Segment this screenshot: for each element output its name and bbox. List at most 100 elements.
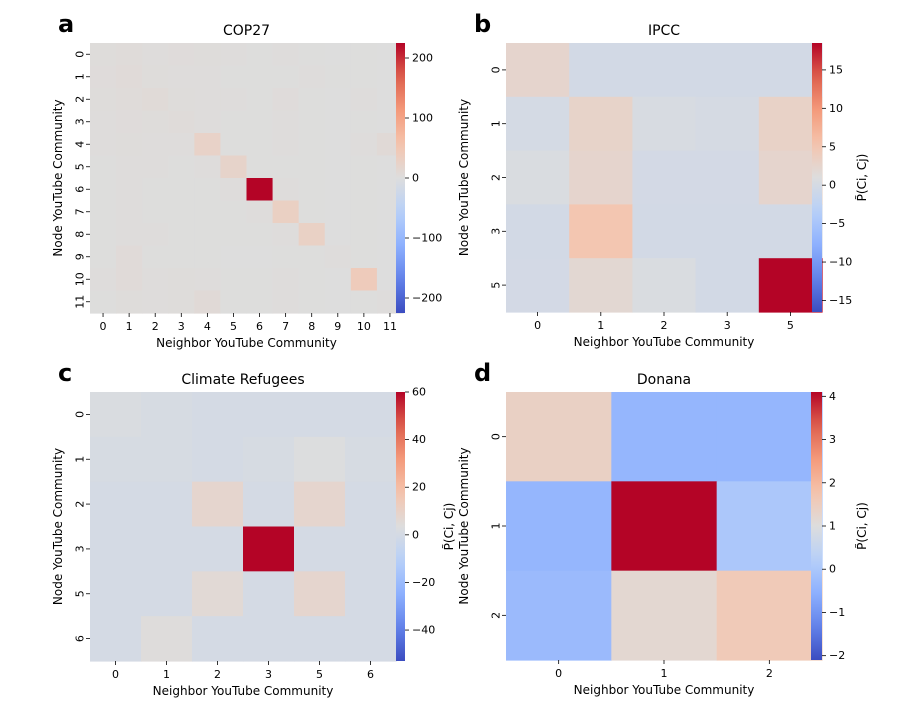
heatmap-cell-r6-c6 xyxy=(246,178,274,202)
heatmap-cell-r5-c6 xyxy=(345,571,397,617)
heatmap-cell-r6-c10 xyxy=(350,178,378,202)
heatmap-cell-r0-c1 xyxy=(569,43,633,98)
colorbar-tick-label: 15 xyxy=(829,63,843,76)
heatmap-cell-r3-c1 xyxy=(116,110,143,134)
heatmap-cell-r3-c2 xyxy=(142,110,169,134)
heatmap-cell-r1-c0 xyxy=(506,96,570,152)
heatmap-cells xyxy=(506,392,823,661)
heatmap-cell-r1-c0 xyxy=(90,65,117,89)
heatmap-cell-r5-c1 xyxy=(569,258,633,313)
heatmap-cell-r6-c5 xyxy=(220,178,248,202)
x-tick-label: 8 xyxy=(308,320,315,333)
x-tick-label: 3 xyxy=(265,668,272,681)
heatmap-cell-r10-c2 xyxy=(142,268,169,292)
heatmap-cell-r1-c7 xyxy=(272,65,300,89)
heatmap-cell-r6-c8 xyxy=(298,178,326,202)
y-tick-label: 1 xyxy=(74,73,87,80)
heatmap-cell-r3-c3 xyxy=(243,526,295,572)
heatmap-cell-r2-c5 xyxy=(220,88,248,112)
y-tick-label: 0 xyxy=(74,411,87,418)
colorbar-tick-label: 4 xyxy=(829,390,836,403)
heatmap-cell-r3-c7 xyxy=(272,110,300,134)
heatmap-cell-r0-c2 xyxy=(716,392,823,482)
heatmap-cell-r3-c0 xyxy=(90,110,117,134)
heatmap-cell-r7-c4 xyxy=(194,200,222,224)
heatmap-cell-r1-c2 xyxy=(142,65,169,89)
heatmap-cell-r1-c1 xyxy=(611,481,718,572)
colorbar-tick-label: −1 xyxy=(829,606,845,619)
y-tick-label: 0 xyxy=(490,66,503,73)
heatmap-cell-r1-c5 xyxy=(758,96,823,152)
heatmap-cell-r6-c5 xyxy=(294,616,346,662)
heatmap-cell-r1-c10 xyxy=(350,65,378,89)
x-tick-label: 11 xyxy=(383,320,397,333)
heatmap-cell-r2-c5 xyxy=(758,150,823,205)
heatmap-cell-r1-c1 xyxy=(569,96,633,152)
heatmap-cell-r5-c0 xyxy=(90,571,142,617)
heatmap-cell-r0-c1 xyxy=(611,392,718,482)
heatmap-cell-r9-c0 xyxy=(90,245,117,269)
y-tick-label: 3 xyxy=(74,545,87,552)
heatmap-cell-r0-c9 xyxy=(324,43,352,67)
heatmap-cell-r11-c9 xyxy=(324,290,352,314)
heatmap-cell-r0-c3 xyxy=(168,43,195,67)
heatmap-cell-r3-c3 xyxy=(168,110,195,134)
colorbar-tick-label: 2 xyxy=(829,476,836,489)
colorbar-tick-label: 0 xyxy=(829,563,836,576)
y-tick-label: 1 xyxy=(490,523,503,530)
heatmap-cell-r10-c9 xyxy=(324,268,352,292)
heatmap-cell-r5-c10 xyxy=(350,155,378,179)
heatmap-cell-r11-c10 xyxy=(350,290,378,314)
heatmap-cell-r6-c0 xyxy=(90,616,142,662)
y-tick-label: 2 xyxy=(490,612,503,619)
heatmap-cell-r4-c0 xyxy=(90,133,117,157)
heatmap-cell-r0-c6 xyxy=(345,392,397,438)
heatmap-cell-r3-c6 xyxy=(246,110,274,134)
heatmap-cell-r2-c9 xyxy=(324,88,352,112)
heatmap-cell-r0-c4 xyxy=(194,43,222,67)
heatmap-cell-r3-c2 xyxy=(192,526,244,572)
heatmap-cell-r0-c5 xyxy=(220,43,248,67)
heatmap-cell-r2-c1 xyxy=(116,88,143,112)
heatmap-cell-r11-c1 xyxy=(116,290,143,314)
heatmap-cell-r1-c6 xyxy=(345,436,397,483)
heatmap-cell-r11-c6 xyxy=(246,290,274,314)
heatmap-cell-r10-c0 xyxy=(90,268,117,292)
heatmap-cell-r7-c6 xyxy=(246,200,274,224)
heatmap-cell-r2-c4 xyxy=(194,88,222,112)
panel-title: Climate Refugees xyxy=(181,372,304,388)
heatmap-cell-r6-c6 xyxy=(345,616,397,662)
x-tick-label: 4 xyxy=(204,320,211,333)
x-tick-label: 6 xyxy=(367,668,374,681)
heatmap-cell-r2-c0 xyxy=(506,150,570,205)
heatmap-cell-r7-c5 xyxy=(220,200,248,224)
heatmap-cell-r2-c10 xyxy=(350,88,378,112)
heatmap-cell-r9-c7 xyxy=(272,245,300,269)
heatmap-cell-r4-c6 xyxy=(246,133,274,157)
heatmap-cell-r10-c10 xyxy=(350,268,378,292)
heatmap-cell-r1-c2 xyxy=(716,481,823,572)
heatmap-cell-r2-c6 xyxy=(246,88,274,112)
x-tick-label: 6 xyxy=(256,320,263,333)
heatmap-cell-r5-c3 xyxy=(695,258,760,313)
heatmap-cell-r5-c0 xyxy=(90,155,117,179)
x-tick-label: 7 xyxy=(282,320,289,333)
heatmap-cell-r2-c0 xyxy=(90,481,142,528)
heatmap-cell-r6-c9 xyxy=(324,178,352,202)
x-axis-label: Neighbor YouTube Community xyxy=(153,684,334,698)
heatmap-cell-r0-c10 xyxy=(350,43,378,67)
y-tick-label: 0 xyxy=(74,51,87,58)
heatmap-cell-r4-c9 xyxy=(324,133,352,157)
colorbar-tick-label: 100 xyxy=(412,112,433,125)
heatmap-cell-r5-c1 xyxy=(116,155,143,179)
heatmap-cell-r1-c6 xyxy=(246,65,274,89)
heatmap-cell-r0-c3 xyxy=(695,43,760,98)
heatmap-cell-r8-c1 xyxy=(116,223,143,247)
heatmap-cell-r10-c4 xyxy=(194,268,222,292)
heatmap-cell-r3-c1 xyxy=(141,526,193,572)
y-axis-label: Node YouTube Community xyxy=(51,99,65,256)
heatmap-cell-r0-c7 xyxy=(272,43,300,67)
heatmap-cell-r10-c1 xyxy=(116,268,143,292)
colorbar-tick-label: 60 xyxy=(412,386,426,399)
